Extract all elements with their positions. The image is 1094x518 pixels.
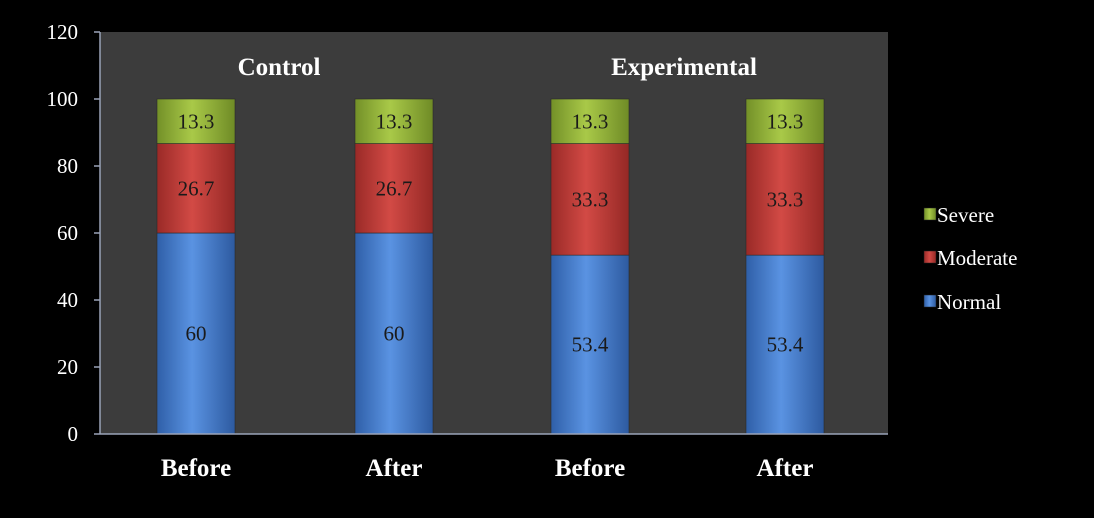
y-tick-label: 80 [57,154,78,178]
y-tick-label: 0 [68,422,79,446]
x-tick-label: After [366,455,423,482]
group-label-experimental: Experimental [611,54,757,81]
bar-normal-2 [354,232,434,435]
bar-severe-3 [550,98,630,144]
legend-label-normal: Normal [937,290,1001,314]
x-axis: Before After Before After [100,433,888,482]
bar-normal-1 [156,232,236,435]
data-label-severe-4: 13.3 [767,109,804,133]
data-label-severe-1: 13.3 [178,109,215,133]
y-tick-label: 60 [57,221,78,245]
data-label-normal-1: 60 [186,322,207,346]
legend-swatch-normal [923,294,937,308]
y-tick-label: 120 [47,20,79,44]
group-labels: Control Experimental [238,54,757,81]
bar-normal-3 [550,254,630,435]
data-label-moderate-3: 33.3 [572,187,609,211]
data-label-moderate-2: 26.7 [376,176,413,200]
x-tick-label: After [757,455,814,482]
bar-moderate-2 [354,143,434,234]
bar-normal-4 [745,254,825,435]
y-axis: 0 20 40 60 80 100 120 [47,20,101,446]
bar-severe-4 [745,98,825,144]
data-label-normal-2: 60 [384,322,405,346]
data-label-severe-2: 13.3 [376,109,413,133]
legend-swatch-moderate [923,250,937,264]
bar-moderate-1 [156,143,236,234]
data-label-normal-3: 53.4 [572,333,609,357]
legend: Severe Moderate Normal [923,203,1017,314]
x-tick-label: Before [161,455,231,482]
y-tick-label: 40 [57,288,78,312]
data-label-moderate-1: 26.7 [178,176,215,200]
bar-moderate-3 [550,143,630,256]
group-label-control: Control [238,54,321,81]
data-label-normal-4: 53.4 [767,333,804,357]
legend-swatch-severe [923,207,937,221]
legend-label-moderate: Moderate [937,246,1017,270]
legend-label-severe: Severe [937,203,994,227]
data-label-moderate-4: 33.3 [767,187,804,211]
bar-moderate-4 [745,143,825,256]
data-label-severe-3: 13.3 [572,109,609,133]
bars: 60 26.7 13.3 60 26.7 13.3 53.4 33.3 13.3 53.4 33.3… [156,98,825,435]
x-tick-label: Before [555,455,625,482]
bar-severe-1 [156,98,236,144]
y-tick-label: 20 [57,355,78,379]
bar-severe-2 [354,98,434,144]
y-tick-label: 100 [47,87,79,111]
